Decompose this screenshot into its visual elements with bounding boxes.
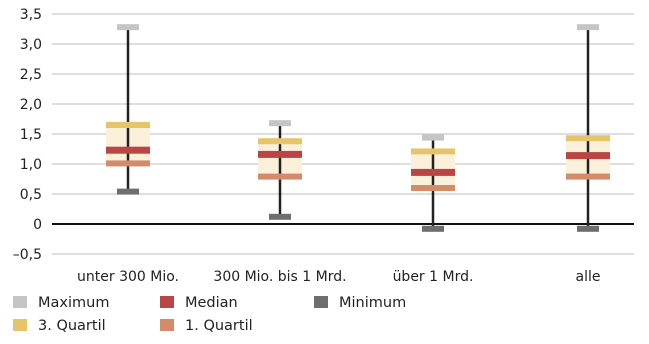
minimum-marker	[577, 225, 599, 232]
box-group	[106, 24, 150, 195]
q1-marker	[566, 173, 610, 180]
legend-swatch	[160, 319, 174, 331]
q3-marker	[106, 122, 150, 128]
median-marker	[258, 150, 302, 158]
maximum-marker	[117, 24, 139, 31]
legend-swatch	[314, 296, 328, 308]
x-category-label: unter 300 Mio.	[77, 269, 179, 285]
legend-label: Minimum	[339, 295, 406, 311]
q3-marker	[411, 148, 455, 155]
legend-label: 1. Quartil	[185, 318, 253, 334]
median-marker	[566, 152, 610, 160]
legend-item: Minimum	[314, 295, 406, 311]
x-category-label: über 1 Mrd.	[393, 269, 474, 285]
minimum-marker	[422, 225, 444, 232]
x-category-label: alle	[576, 269, 601, 285]
maximum-marker	[269, 120, 291, 127]
legend-item: 3. Quartil	[13, 318, 106, 334]
legend-label: Median	[185, 295, 238, 311]
y-tick-label: 0	[33, 217, 42, 233]
minimum-marker	[269, 213, 291, 220]
q3-marker	[566, 135, 610, 142]
x-category-label: 300 Mio. bis 1 Mrd.	[213, 269, 346, 285]
x-axis-category-labels: unter 300 Mio. 300 Mio. bis 1 Mrd. über 1 …	[77, 269, 600, 285]
legend-swatch	[13, 296, 27, 308]
y-tick-label: 0,5	[20, 187, 42, 203]
y-tick-label: 3,0	[20, 37, 42, 53]
y-tick-label: 1,0	[20, 157, 42, 173]
legend-swatch	[13, 319, 27, 331]
box-group	[411, 134, 455, 232]
q3-marker	[258, 138, 302, 145]
q1-marker	[411, 185, 455, 191]
y-tick-label: 1,5	[20, 127, 42, 143]
q1-marker	[258, 173, 302, 180]
legend-item: Median	[160, 295, 238, 311]
maximum-marker	[577, 24, 599, 31]
y-tick-label: 2,5	[20, 67, 42, 83]
y-tick-label: –0,5	[13, 247, 42, 263]
q1-marker	[106, 160, 150, 167]
median-marker	[411, 168, 455, 176]
y-axis-tick-labels: 3,5 3,0 2,5 2,0 1,5 1,0 0,5 0 –0,5	[13, 7, 42, 263]
legend-label: Maximum	[38, 295, 109, 311]
y-tick-label: 3,5	[20, 7, 42, 23]
box-plot-groups	[106, 24, 610, 232]
box-group	[258, 120, 302, 220]
legend-item: 1. Quartil	[160, 318, 253, 334]
maximum-marker	[422, 134, 444, 141]
legend-label: 3. Quartil	[38, 318, 106, 334]
legend: Maximum Median Minimum 3. Quartil 1. Quartil	[13, 295, 406, 334]
box-group	[566, 24, 610, 232]
y-tick-label: 2,0	[20, 97, 42, 113]
median-marker	[106, 146, 150, 154]
legend-item: Maximum	[13, 295, 109, 311]
minimum-marker	[117, 188, 139, 195]
legend-swatch	[160, 296, 174, 308]
